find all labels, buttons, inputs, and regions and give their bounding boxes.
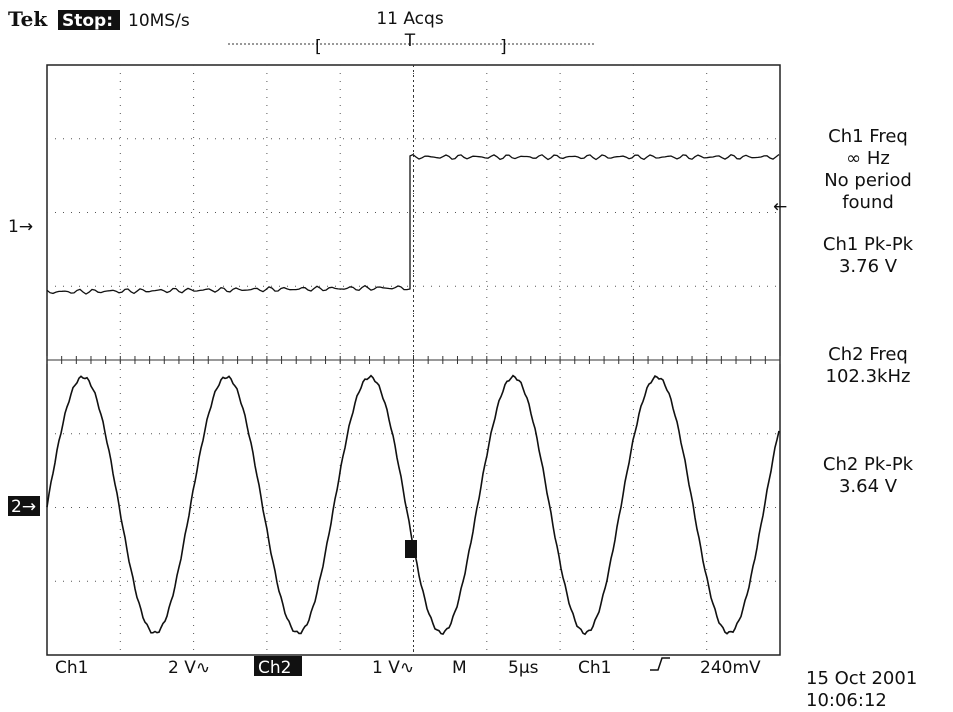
measurement-value: ∞ Hz xyxy=(846,148,890,169)
measurement-value: No period xyxy=(824,170,912,191)
ch1-scale: 2 V∿ xyxy=(168,658,210,678)
level-arrow: ← xyxy=(773,197,787,217)
status: Stop: xyxy=(62,11,113,31)
timebase: 5µs xyxy=(508,658,539,678)
bracket: ] xyxy=(500,37,507,57)
measurement-value: 102.3kHz xyxy=(826,366,911,387)
time-label: M xyxy=(452,658,467,678)
measurement-value: found xyxy=(842,192,894,213)
status-box xyxy=(58,10,120,30)
ch1-trace xyxy=(46,153,780,295)
acquisitions: 11 Acqs xyxy=(376,9,444,29)
ch1-label: Ch1 xyxy=(55,658,88,678)
measurement-label: Ch1 Pk-Pk xyxy=(823,234,914,255)
sample-rate: 10MS/s xyxy=(128,11,190,31)
ch2-label: Ch2 xyxy=(258,658,291,678)
ch2-label-box xyxy=(254,656,302,676)
measurement-label: Ch1 Freq xyxy=(828,126,908,147)
time: 10:06:12 xyxy=(806,690,887,711)
ch1-marker: 1→ xyxy=(8,217,33,237)
trigger-marker: T xyxy=(404,31,416,51)
measurement-value: 3.64 V xyxy=(839,476,898,497)
ch2-marker: 2→ xyxy=(11,497,36,517)
trigger-level-marker xyxy=(405,540,417,558)
measurement-value: 3.76 V xyxy=(839,256,898,277)
trigger-slope xyxy=(650,657,670,671)
measurement-label: Ch2 Pk-Pk xyxy=(823,454,914,475)
date: 15 Oct 2001 xyxy=(806,668,917,689)
bracket: [ xyxy=(315,37,322,57)
ch2-scale: 1 V∿ xyxy=(372,658,414,678)
ch2-marker-box xyxy=(8,496,40,516)
trigger-level: 240mV xyxy=(700,658,761,678)
measurement-label: Ch2 Freq xyxy=(828,344,908,365)
trigger-source: Ch1 xyxy=(578,658,611,678)
brand: Tek xyxy=(8,7,48,31)
